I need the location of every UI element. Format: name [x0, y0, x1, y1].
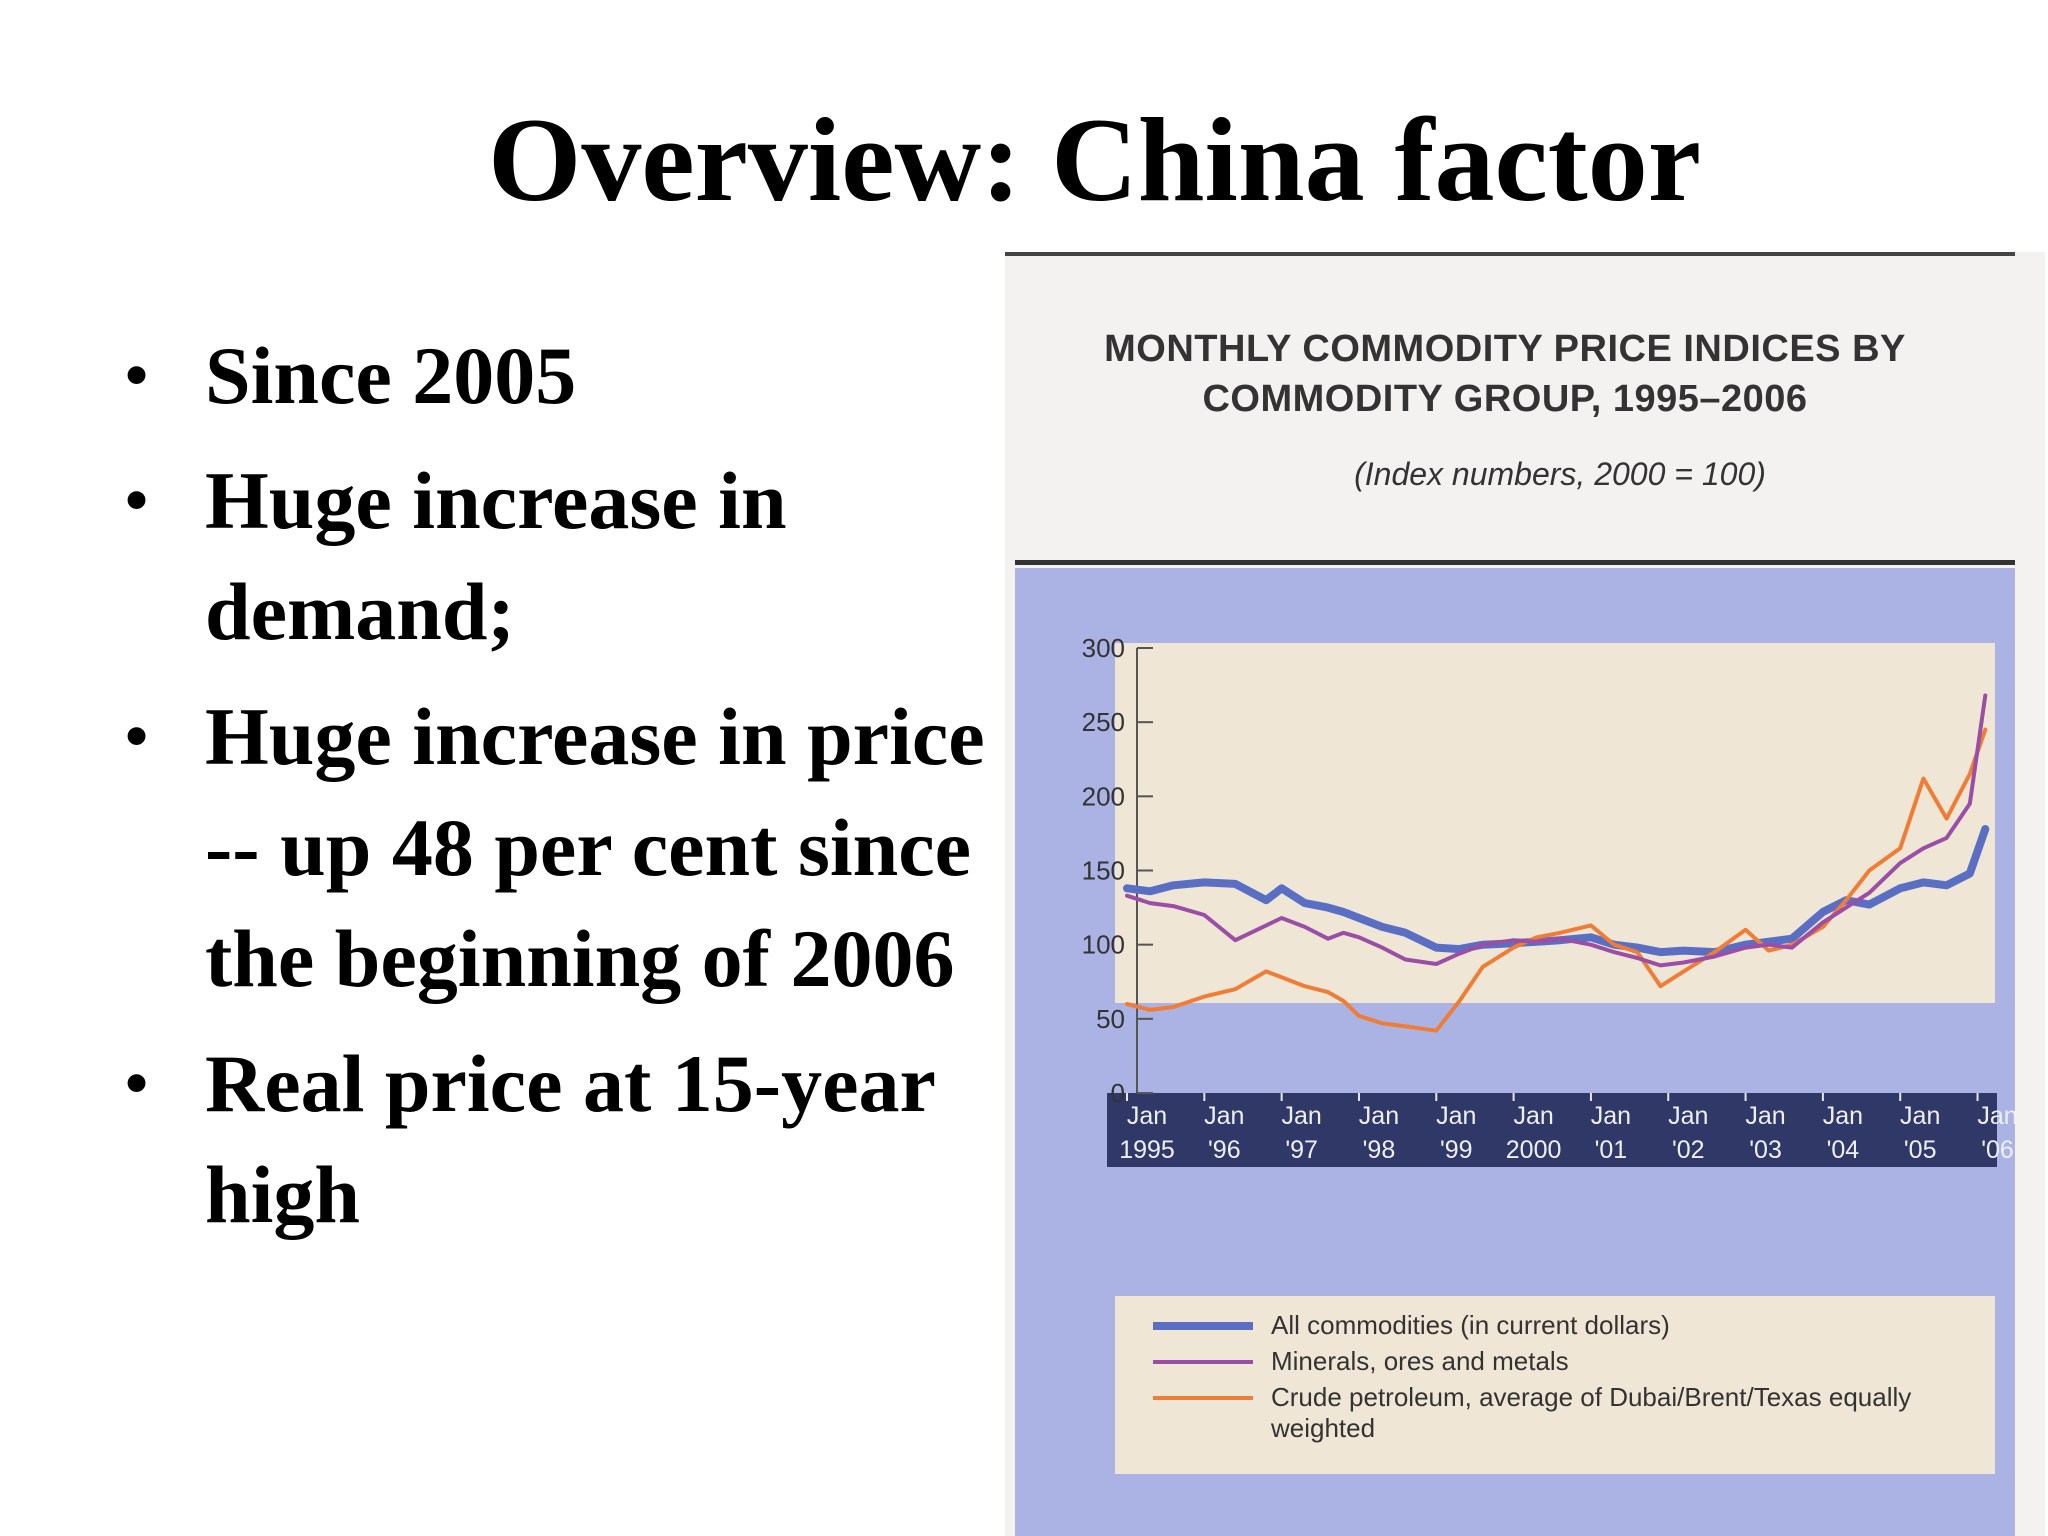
series-line-2 — [1125, 727, 1988, 1033]
legend-swatch-minerals — [1153, 1360, 1253, 1364]
x-tick-label-top: Jan — [1977, 1102, 2015, 1130]
x-tick-label-top: Jan — [1668, 1102, 1708, 1130]
legend-swatch-all-commodities — [1153, 1322, 1253, 1330]
chart-title-line-1: MONTHLY COMMODITY PRICE INDICES BY — [1104, 328, 1906, 370]
x-tick-label-bottom: '01 — [1595, 1136, 1628, 1164]
chart-frame: All commodities (in current dollars) Min… — [1015, 568, 2015, 1536]
chart-title-line-2: COMMODITY GROUP, 1995–2006 — [1202, 378, 1808, 420]
x-tick-label-top: Jan — [1745, 1102, 1785, 1130]
legend-swatch-crude-petroleum — [1153, 1396, 1253, 1400]
bullet-list: • Since 2005 • Huge increase in demand; • H… — [125, 320, 985, 1264]
x-tick-label-top: Jan — [1591, 1102, 1631, 1130]
x-tick-label-top: Jan — [1127, 1102, 1167, 1130]
x-tick-label-bottom: '96 — [1208, 1136, 1241, 1164]
x-tick-label-top: Jan — [1436, 1102, 1476, 1130]
x-tick-label-top: Jan — [1204, 1102, 1244, 1130]
x-axis-band — [1107, 1093, 1997, 1167]
bullet-text: Since 2005 — [205, 330, 577, 421]
bullet-dot-icon: • — [125, 339, 149, 412]
y-tick-label: 50 — [1096, 1004, 1125, 1034]
y-tick-label: 250 — [1082, 707, 1125, 737]
bullet-item: • Since 2005 — [125, 320, 985, 431]
x-tick-label-bottom: '06 — [1981, 1136, 2014, 1164]
x-tick-label-top: Jan — [1513, 1102, 1553, 1130]
y-tick-label: 300 — [1082, 633, 1125, 663]
bullet-text: Huge increase in price -- up 48 per cent… — [205, 691, 985, 1004]
bullet-item: • Huge increase in demand; — [125, 445, 985, 667]
y-tick-label: 100 — [1082, 930, 1125, 960]
x-tick-label-top: Jan — [1281, 1102, 1321, 1130]
x-tick-label-bottom: 1995 — [1119, 1136, 1175, 1164]
x-tick-label-bottom: '04 — [1827, 1136, 1860, 1164]
chart-figure: MONTHLY COMMODITY PRICE INDICES BY COMMO… — [1005, 252, 2045, 1536]
line-chart: 0 50 100 150 200 250 300 Jan 1995 Jan '96 Jan '97 Jan… — [1082, 633, 2015, 1167]
legend-label: All commodities (in current dollars) — [1271, 1310, 1670, 1340]
legend-label: Crude petroleum, average of Dubai/Brent/… — [1271, 1382, 1912, 1443]
bullet-text: Real price at 15-year high — [205, 1038, 935, 1240]
x-tick-label-bottom: '02 — [1672, 1136, 1705, 1164]
x-tick-label-bottom: '99 — [1440, 1136, 1473, 1164]
chart-legend: All commodities (in current dollars) Min… — [1115, 1296, 1995, 1474]
slide-title: Overview: China factor — [488, 93, 1702, 226]
x-tick-label-bottom: '97 — [1285, 1136, 1318, 1164]
x-tick-label-bottom: '05 — [1904, 1136, 1937, 1164]
chart-subtitle: (Index numbers, 2000 = 100) — [1354, 456, 1766, 492]
x-tick-label-top: Jan — [1359, 1102, 1399, 1130]
x-tick-label-bottom: 2000 — [1506, 1136, 1562, 1164]
bullet-item: • Huge increase in price -- up 48 per cen… — [125, 681, 985, 1014]
bullet-dot-icon: • — [125, 1047, 149, 1120]
bullet-dot-icon: • — [125, 464, 149, 537]
figure-divider — [1015, 560, 2015, 565]
x-tick-label-bottom: '98 — [1363, 1136, 1396, 1164]
x-tick-label-bottom: '03 — [1749, 1136, 1782, 1164]
y-tick-label: 150 — [1082, 856, 1125, 886]
y-tick-label: 200 — [1082, 781, 1125, 811]
series-line-1 — [1125, 693, 1988, 968]
bullet-item: • Real price at 15-year high — [125, 1028, 985, 1250]
legend-label: Minerals, ores and metals — [1271, 1346, 1569, 1376]
bullet-dot-icon: • — [125, 700, 149, 773]
x-tick-label-top: Jan — [1823, 1102, 1863, 1130]
figure-top-rule — [1005, 252, 2015, 256]
bullet-text: Huge increase in demand; — [205, 455, 787, 657]
x-tick-label-top: Jan — [1900, 1102, 1940, 1130]
y-tick-label: 0 — [1111, 1078, 1125, 1108]
